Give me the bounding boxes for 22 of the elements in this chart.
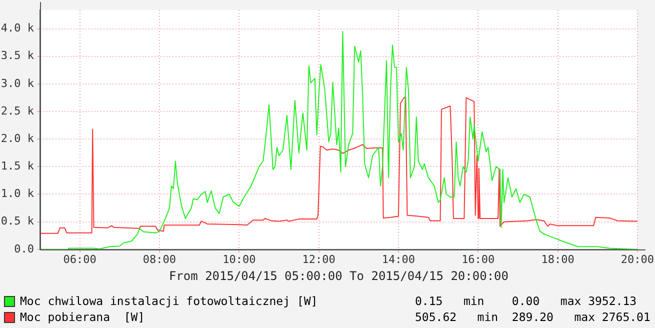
x-tick-label: 14:00 [382, 252, 416, 266]
y-tick-label: 3.0 k [0, 76, 34, 90]
text: 0.15 min 0.00 max 3952.13 [415, 293, 637, 309]
x-tick-label: 10:00 [222, 252, 256, 266]
text: 505.62 min 289.20 max 2765.01 [415, 309, 650, 325]
y-tick-label: 3.5 k [0, 49, 34, 62]
x-tick-label: 18:00 [541, 252, 574, 266]
x-tick-label: 12:00 [302, 252, 336, 266]
x-axis-title: From 2015/04/15 05:00:00 To 2015/04/15 20:00:00 [168, 268, 509, 283]
x-tick-label: 16:00 [462, 252, 495, 266]
x-tick-label: 06:00 [63, 252, 96, 266]
legend-label: Moc chwilowa instalacji fotowoltaicznej [W] [20, 293, 319, 309]
x-tick-label: 20:00 [620, 252, 654, 266]
legend-label: Moc pobierana [W] [20, 309, 146, 325]
x-tick-label: 08:00 [142, 252, 176, 266]
y-tick-label: 1.0 k [0, 187, 34, 200]
y-tick-label: 1.5 k [0, 160, 34, 173]
y-tick-label: 0.0 [14, 242, 34, 256]
y-tick-label: 2.5 k [0, 104, 34, 118]
y-tick-label: 4.0 k [0, 22, 34, 35]
y-tick-label: 2.0 k [0, 132, 34, 145]
y-tick-label: 0.5 k [0, 214, 34, 228]
